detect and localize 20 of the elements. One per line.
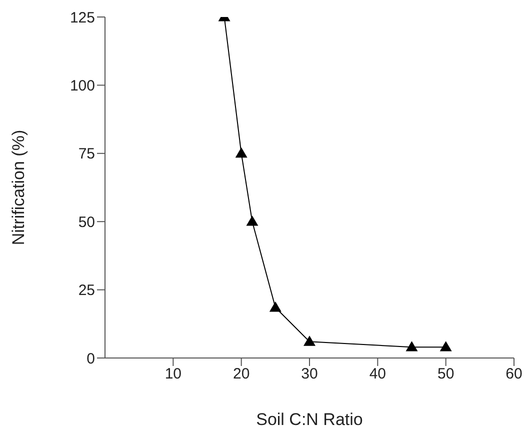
point (269, 302, 282, 312)
x-tick-label: 60 (506, 366, 522, 383)
point (304, 336, 316, 346)
y-tick-label: 100 (70, 78, 95, 95)
point (406, 341, 418, 352)
y-tick-label: 50 (78, 214, 95, 231)
y-axis-title: Nitrification (%) (9, 130, 28, 246)
point (246, 216, 258, 226)
y-tick-label: 25 (78, 282, 95, 300)
y-tick-label: 125 (70, 9, 95, 26)
point (235, 147, 248, 158)
y-tick-label: 0 (86, 350, 95, 368)
x-axis-title: Soil C:N Ratio (256, 410, 363, 429)
x-tick-label: 40 (369, 366, 386, 383)
x-tick-label: 10 (164, 366, 182, 383)
x-tick-label: 30 (301, 366, 318, 383)
x-tick-label: 50 (437, 366, 454, 383)
x-tick-label: 20 (232, 366, 250, 383)
point (440, 341, 452, 352)
y-tick-label: 75 (78, 146, 95, 163)
